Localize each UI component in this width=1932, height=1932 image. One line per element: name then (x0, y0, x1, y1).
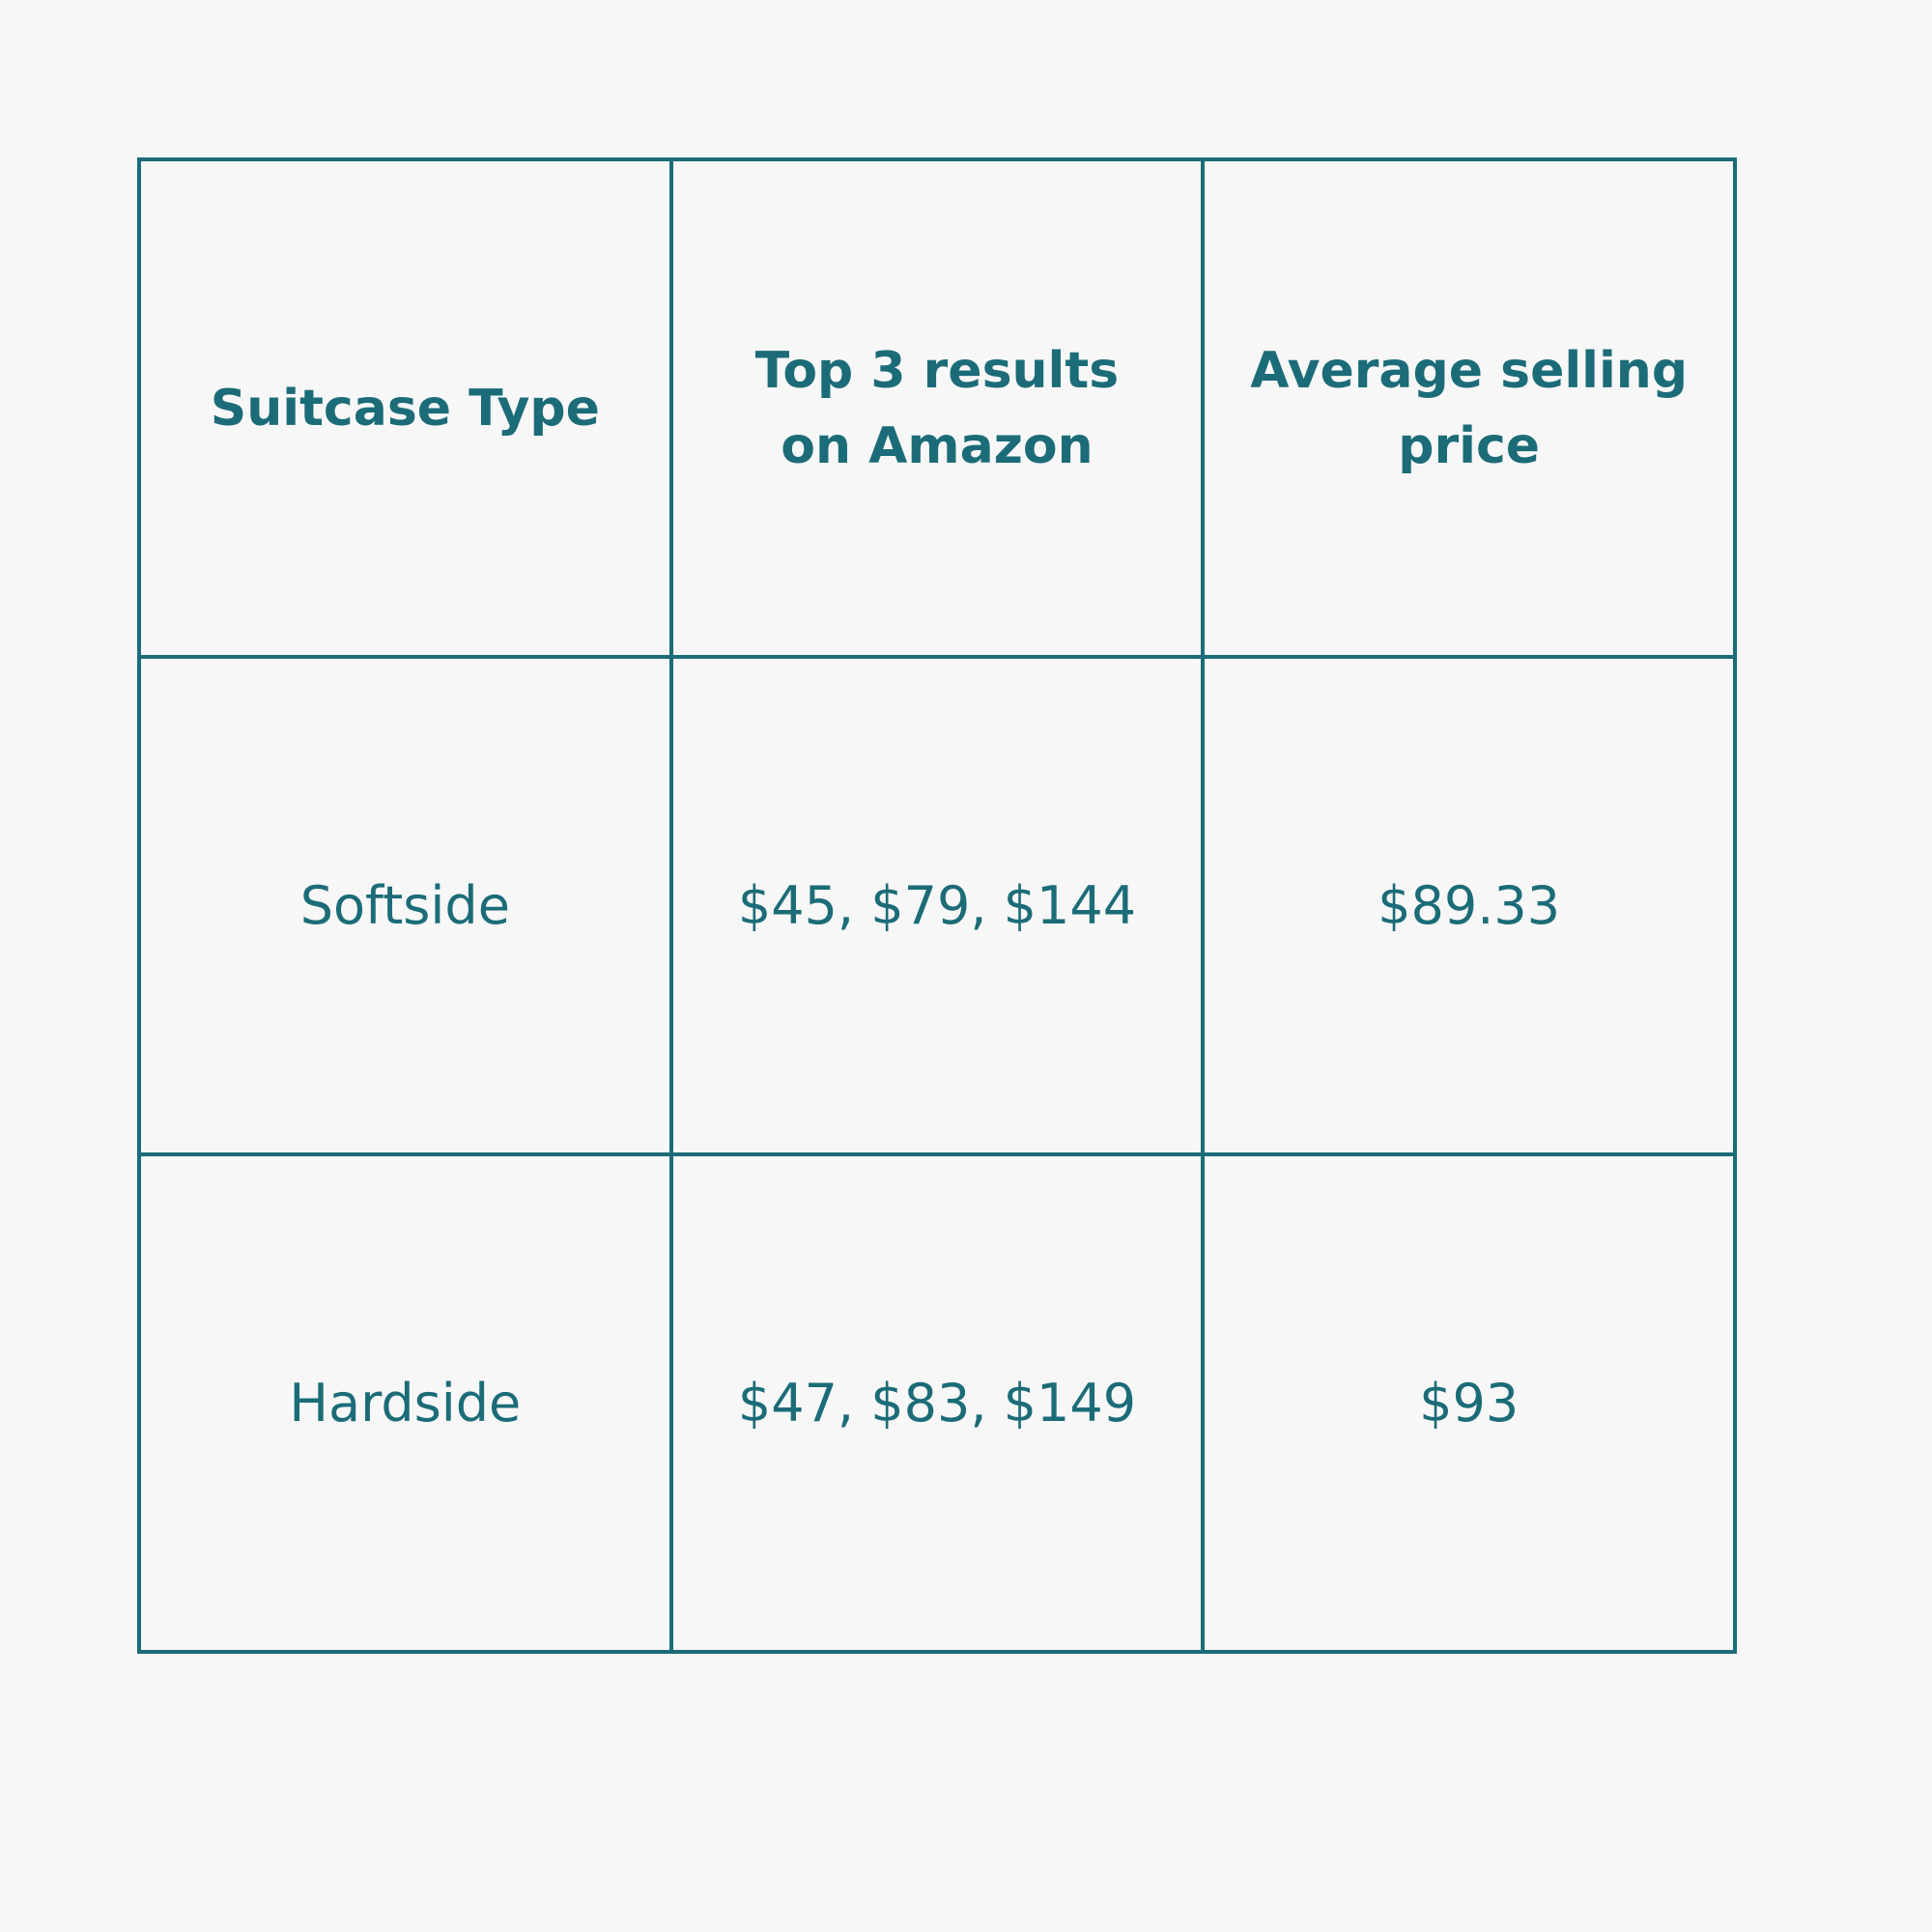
table-row: Hardside $47, $83, $149 $93 (137, 1152, 1737, 1654)
cell-suitcase-type: Softside (137, 655, 673, 1156)
header-suitcase-type: Suitcase Type (137, 157, 673, 659)
table-header-row: Suitcase Type Top 3 results on Amazon Av… (137, 157, 1737, 659)
table-row: Softside $45, $79, $144 $89.33 (137, 655, 1737, 1156)
cell-top-3-prices: $45, $79, $144 (668, 655, 1206, 1156)
header-top-3-results: Top 3 results on Amazon (668, 157, 1206, 659)
suitcase-price-table: Suitcase Type Top 3 results on Amazon Av… (137, 157, 1737, 1654)
cell-average-price: $89.33 (1201, 655, 1737, 1156)
cell-average-price: $93 (1201, 1152, 1737, 1654)
cell-suitcase-type: Hardside (137, 1152, 673, 1654)
cell-top-3-prices: $47, $83, $149 (668, 1152, 1206, 1654)
header-average-price: Average selling price (1201, 157, 1737, 659)
